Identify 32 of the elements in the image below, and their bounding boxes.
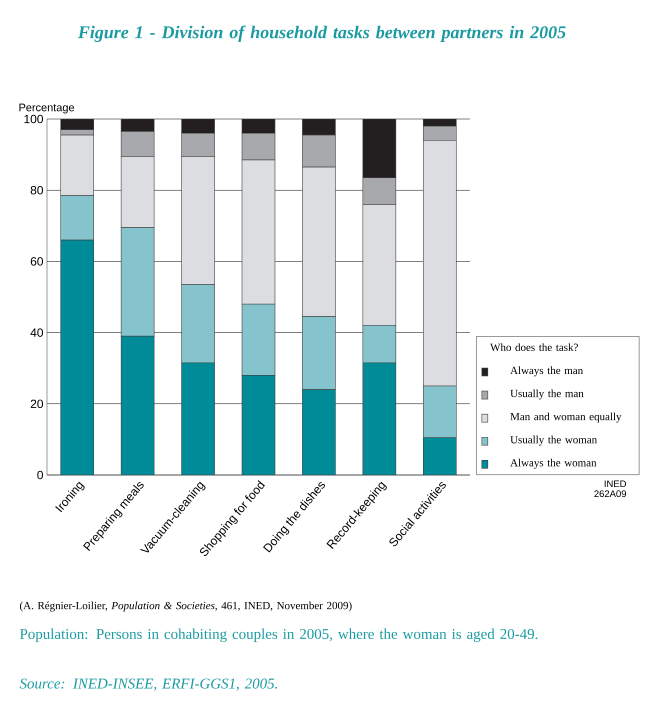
text: (A. Régnier-Loilier, Population & Societies, 461, INED, November 2009) (20, 602, 352, 612)
y-tick-label: 20 (30, 400, 44, 408)
chart-title: Figure 1 - Division of household tasks between partners in 2005 (78, 26, 566, 42)
bar (362, 362, 396, 476)
y-tick-label: 80 (30, 186, 44, 194)
y-tick-label: 40 (30, 328, 44, 337)
y-tick-label: 0 (37, 470, 44, 480)
bar (302, 119, 336, 136)
bar (60, 240, 94, 476)
source-note: Source: INED-INSEE, ERFI-GGS1, 2005. (20, 678, 277, 691)
bar (422, 437, 457, 476)
text: Population: Persons in cohabiting couples in 2005, where the woman is aged 20-49. (20, 628, 538, 642)
y-tick-label: 60 (30, 257, 44, 266)
legend-label: Usually the woman (510, 436, 597, 446)
legend-label: Man and woman equally (510, 412, 622, 423)
bar (60, 119, 94, 130)
text: INED 262A09 (594, 480, 626, 498)
bar (242, 375, 276, 476)
bar (302, 389, 336, 476)
bar (181, 362, 215, 476)
bar (362, 119, 396, 178)
bar (422, 119, 457, 126)
legend-title: Who does the task? (490, 343, 578, 352)
y-axis-title: Percentage (19, 104, 74, 114)
legend-label: Usually the man (510, 389, 584, 400)
bar (181, 119, 215, 134)
y-tick-label: 100 (24, 114, 44, 124)
bar (120, 336, 154, 476)
bar (120, 119, 154, 132)
legend-label: Always the woman (510, 458, 596, 469)
bar (242, 119, 276, 134)
legend-label: Always the man (510, 366, 583, 376)
